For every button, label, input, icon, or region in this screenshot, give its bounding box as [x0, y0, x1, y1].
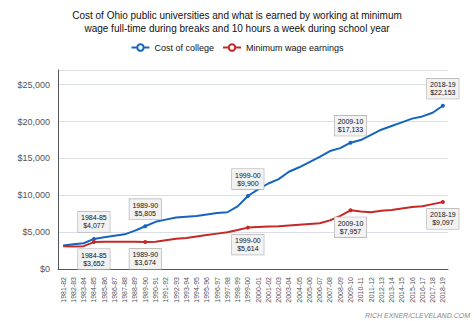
svg-text:$3,674: $3,674 [135, 259, 157, 266]
svg-text:1988-89: 1988-89 [131, 277, 138, 303]
svg-text:1986-87: 1986-87 [111, 277, 118, 303]
svg-text:$10,000: $10,000 [17, 190, 50, 200]
svg-text:Cost of Ohio public universiti: Cost of Ohio public universities and wha… [72, 10, 402, 21]
svg-text:2006-07: 2006-07 [316, 277, 323, 303]
svg-text:2014-15: 2014-15 [398, 277, 405, 303]
svg-text:$5,805: $5,805 [135, 210, 157, 217]
svg-text:1996-97: 1996-97 [214, 277, 221, 303]
svg-text:$0: $0 [40, 264, 50, 274]
svg-text:2002-03: 2002-03 [275, 277, 282, 303]
svg-text:$3,652: $3,652 [83, 260, 105, 267]
svg-text:Minimum wage earnings: Minimum wage earnings [246, 43, 344, 53]
svg-text:2008-09: 2008-09 [337, 277, 344, 303]
svg-text:2009-10: 2009-10 [338, 118, 364, 125]
svg-text:2015-16: 2015-16 [409, 277, 416, 303]
svg-text:2000-01: 2000-01 [255, 277, 262, 303]
svg-text:2003-04: 2003-04 [285, 277, 292, 303]
svg-text:2018-19: 2018-19 [430, 81, 456, 88]
svg-text:Cost of college: Cost of college [154, 43, 214, 53]
svg-text:wage full-time during breaks a: wage full-time during breaks and 10 hour… [83, 23, 390, 34]
svg-text:$22,153: $22,153 [430, 89, 455, 96]
svg-text:2009-10: 2009-10 [347, 277, 354, 303]
svg-text:$4,077: $4,077 [83, 222, 105, 229]
svg-text:1989-90: 1989-90 [142, 277, 149, 303]
svg-text:2013-14: 2013-14 [388, 277, 395, 303]
svg-text:$15,000: $15,000 [17, 153, 50, 163]
svg-text:1990-91: 1990-91 [152, 277, 159, 303]
svg-text:$5,614: $5,614 [237, 245, 259, 252]
svg-text:2018-19: 2018-19 [430, 211, 456, 218]
svg-text:$17,133: $17,133 [338, 126, 363, 133]
svg-text:1985-86: 1985-86 [101, 277, 108, 303]
svg-text:1998-99: 1998-99 [234, 277, 241, 303]
svg-text:1999-00: 1999-00 [244, 277, 251, 303]
svg-text:1981-82: 1981-82 [60, 277, 67, 303]
svg-text:$9,097: $9,097 [432, 219, 454, 226]
svg-text:2011-12: 2011-12 [368, 277, 375, 302]
svg-text:1999-00: 1999-00 [235, 172, 261, 179]
svg-text:2005-06: 2005-06 [306, 277, 313, 303]
svg-text:1987-88: 1987-88 [121, 277, 128, 303]
svg-text:$5,000: $5,000 [22, 227, 50, 237]
svg-text:1994-95: 1994-95 [193, 277, 200, 303]
svg-text:1989-90: 1989-90 [132, 202, 158, 209]
svg-text:$7,957: $7,957 [340, 228, 362, 235]
svg-text:2010-11: 2010-11 [357, 277, 364, 302]
svg-text:1984-85: 1984-85 [81, 252, 107, 259]
svg-text:1995-96: 1995-96 [203, 277, 210, 303]
svg-text:1999-00: 1999-00 [235, 237, 261, 244]
svg-text:RICH EXNER/CLEVELAND.COM: RICH EXNER/CLEVELAND.COM [365, 312, 470, 319]
svg-text:2012-13: 2012-13 [378, 277, 385, 303]
svg-text:$9,900: $9,900 [237, 180, 259, 187]
svg-text:2004-05: 2004-05 [296, 277, 303, 303]
svg-text:$25,000: $25,000 [17, 80, 50, 90]
svg-text:2018-19: 2018-19 [439, 277, 446, 303]
svg-text:2007-08: 2007-08 [326, 277, 333, 303]
svg-text:1984-85: 1984-85 [90, 277, 97, 303]
svg-text:1992-93: 1992-93 [173, 277, 180, 303]
svg-text:1982-83: 1982-83 [70, 277, 77, 303]
svg-text:2017-18: 2017-18 [429, 277, 436, 303]
svg-text:2016-17: 2016-17 [419, 277, 426, 303]
svg-text:2001-02: 2001-02 [265, 277, 272, 303]
svg-text:1983-84: 1983-84 [80, 277, 87, 303]
svg-text:2009-10: 2009-10 [338, 220, 364, 227]
svg-text:$20,000: $20,000 [17, 117, 50, 127]
svg-text:1991-92: 1991-92 [162, 277, 169, 303]
svg-text:1989-90: 1989-90 [132, 251, 158, 258]
svg-text:1984-85: 1984-85 [81, 214, 107, 221]
svg-text:1997-98: 1997-98 [224, 277, 231, 303]
svg-text:1993-94: 1993-94 [183, 277, 190, 303]
